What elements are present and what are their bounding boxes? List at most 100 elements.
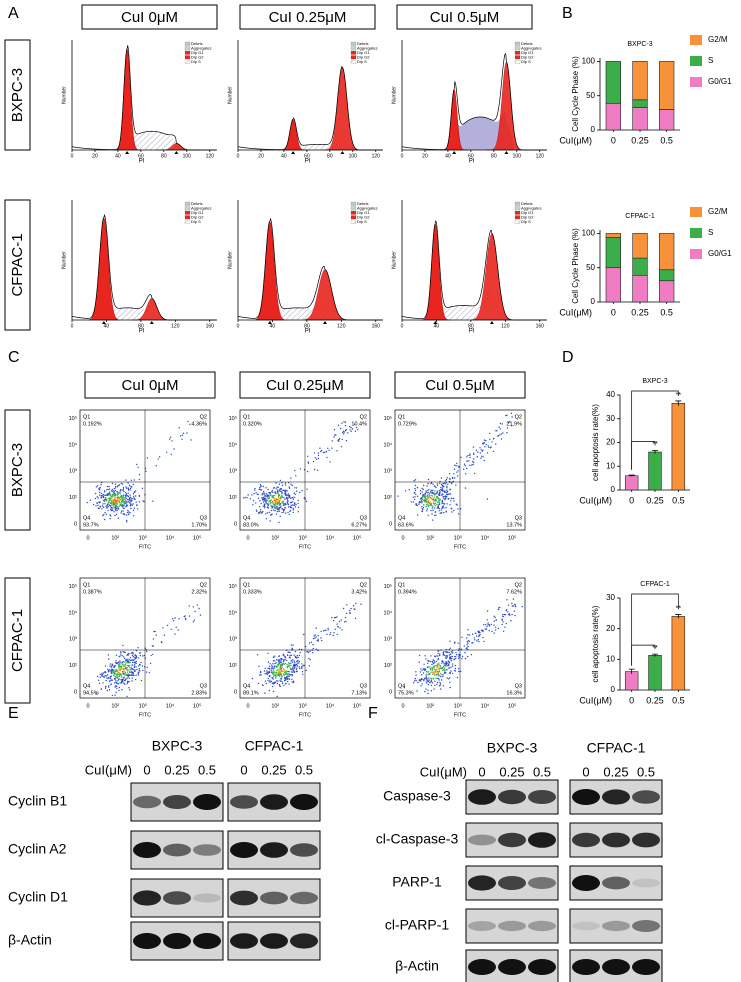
blot-band [290,891,318,905]
event-dot [102,682,104,684]
legend-swatch [514,201,521,206]
event-dot [452,665,454,667]
event-dot [351,428,354,430]
quadrant-name: Q3 [360,683,367,689]
event-dot [272,509,275,511]
event-dot [258,488,260,490]
event-dot [128,680,130,683]
event-dot [452,477,454,480]
event-dot [436,483,439,485]
event-dot [314,457,316,459]
event-dot [434,680,436,682]
event-dot [423,679,425,682]
blot-band [632,920,660,932]
event-dot [281,511,283,514]
event-dot [354,430,357,432]
event-dot [157,458,159,460]
event-dot [472,463,474,466]
event-dot [332,634,334,637]
event-dot [287,654,289,656]
x-axis-label: FITC [299,544,311,550]
event-dot [438,678,440,680]
event-dot [444,651,447,653]
event-dot [440,489,442,491]
event-dot [289,501,292,504]
event-dot [272,503,274,505]
blot-band [572,921,600,931]
event-dot [416,486,419,489]
x-tick-label: 0 [611,135,616,145]
legend-label: Debris [357,41,369,46]
event-dot [115,676,117,679]
significance-label: ** [652,645,658,652]
event-dot [441,500,443,503]
event-dot [506,427,509,429]
event-dot [446,491,448,494]
event-dot [283,670,285,673]
event-dot [424,500,426,503]
legend-swatch [184,219,191,224]
event-dot [273,674,275,677]
event-dot [446,489,448,491]
event-dot [299,491,301,494]
event-dot [446,496,448,498]
event-dot [279,497,281,499]
event-dot [346,604,348,606]
legend-label: Debris [521,201,533,206]
x-tick-label: 80 [491,153,497,159]
event-dot [96,496,98,498]
event-dot [126,674,129,677]
quadrant-percent: 13.7% [506,522,522,528]
event-dot [453,468,456,470]
event-dot [440,676,442,678]
event-dot [447,660,450,662]
event-dot [281,501,284,503]
event-dot [294,650,297,653]
event-dot [284,683,287,685]
legend-label: Aggregates [521,46,541,51]
event-dot [291,675,293,677]
event-dot [462,468,465,470]
event-dot [284,498,286,500]
event-dot [425,677,428,679]
x-tick-label: 120 [536,153,545,159]
event-dot [341,629,343,631]
event-dot [456,676,459,679]
event-dot [319,447,321,449]
event-dot [146,650,148,653]
event-dot [501,623,503,626]
event-dot [499,434,501,436]
legend-swatch [184,210,191,215]
dose-label: 0.5 [198,762,216,777]
error-bar [675,614,682,619]
event-dot [434,502,437,505]
event-dot [115,654,118,656]
event-dot [452,663,454,665]
cell-line-label: BXPC-3 [9,443,26,497]
event-dot [133,670,136,672]
x-tick-label: 120 [501,323,510,329]
event-dot [117,500,119,502]
event-dot [101,672,103,674]
blot-band [528,959,556,975]
event-dot [473,637,476,639]
y-tick-label: 10² [69,663,77,669]
y-axis-label: Number [391,251,397,269]
event-dot [442,482,444,485]
event-dot [444,495,447,497]
event-dot [288,671,290,673]
legend-label: S [708,56,713,65]
event-dot [272,656,275,659]
event-dot [455,654,458,656]
event-dot [127,498,129,501]
event-dot [477,451,479,453]
y-axis-label: Number [227,86,233,104]
event-dot [278,659,280,661]
event-dot [422,500,425,502]
event-dot [338,620,341,623]
event-dot [101,497,103,499]
event-dot [274,660,276,662]
legend-label: G2/M [708,35,728,44]
legend-swatch [514,46,521,51]
event-dot [350,430,352,432]
